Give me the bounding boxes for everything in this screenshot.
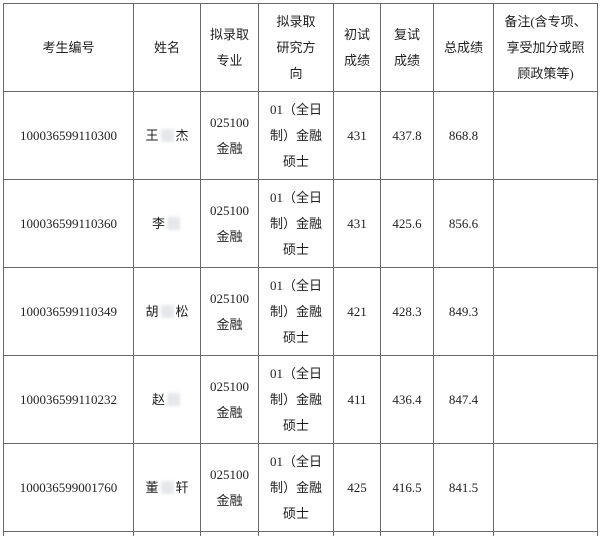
partial-cell xyxy=(3,531,134,536)
column-header-major: 拟录取 专业 xyxy=(200,3,259,92)
name-first-char: 赵 xyxy=(151,391,165,407)
cell-name: 董轩 xyxy=(133,443,201,532)
cell-total: 849.3 xyxy=(433,267,494,356)
table-row: 100036599110232 赵 025100 金融 01（全日 制）金融 硕士 41… xyxy=(3,355,598,444)
cell-direction: 01（全日 制）金融 硕士 xyxy=(258,179,334,268)
cell-name: 王杰 xyxy=(133,91,201,180)
cell-major: 025100 金融 xyxy=(200,91,259,180)
cell-retest: 428.3 xyxy=(380,267,434,356)
cell-remark xyxy=(493,91,598,180)
partial-cell xyxy=(333,531,381,536)
cell-id: 100036599001760 xyxy=(3,443,134,532)
cell-initial: 425 xyxy=(333,443,381,532)
cell-name: 李 xyxy=(133,179,201,268)
cell-id: 100036599110300 xyxy=(3,91,134,180)
cell-id: 100036599110232 xyxy=(3,355,134,444)
column-header-remark: 备注(含专项、 享受加分或照 顾政策等) xyxy=(493,3,598,92)
cell-initial: 421 xyxy=(333,267,381,356)
name-last-char: 松 xyxy=(175,303,189,319)
redacted-name-char xyxy=(160,129,174,142)
partial-cell xyxy=(380,531,434,536)
partial-next-row xyxy=(3,531,598,536)
cell-major: 025100 金融 xyxy=(200,179,259,268)
cell-major: 025100 金融 xyxy=(200,355,259,444)
cell-major: 025100 金融 xyxy=(200,267,259,356)
candidate-name: 李 xyxy=(152,211,182,237)
name-last-char: 轩 xyxy=(175,479,189,495)
cell-direction: 01（全日 制）金融 硕士 xyxy=(258,91,334,180)
partial-cell xyxy=(200,531,259,536)
table-row: 100036599110300 王杰 025100 金融 01（全日 制）金融 硕士 4… xyxy=(3,91,598,180)
cell-retest: 416.5 xyxy=(380,443,434,532)
column-header-retest: 复试 成绩 xyxy=(380,3,434,92)
cell-direction: 01（全日 制）金融 硕士 xyxy=(258,355,334,444)
name-first-char: 董 xyxy=(145,479,159,495)
cell-name: 赵 xyxy=(133,355,201,444)
cell-total: 841.5 xyxy=(433,443,494,532)
cell-total: 847.4 xyxy=(433,355,494,444)
name-first-char: 胡 xyxy=(145,303,159,319)
partial-cell xyxy=(493,531,598,536)
cell-retest: 425.6 xyxy=(380,179,434,268)
admission-results-table: 考生编号 姓名 拟录取 专业 拟录取 研究方 向初试 成绩 复试 成绩 总成绩 备注(含专项… xyxy=(3,3,598,536)
column-header-initial: 初试 成绩 xyxy=(333,3,381,92)
column-header-name: 姓名 xyxy=(133,3,201,92)
redacted-name-char xyxy=(160,481,174,494)
candidate-name: 王杰 xyxy=(145,123,188,149)
cell-direction: 01（全日 制）金融 硕士 xyxy=(258,267,334,356)
column-header-direction: 拟录取 研究方 向 xyxy=(258,3,334,92)
cell-retest: 436.4 xyxy=(380,355,434,444)
redacted-name-char xyxy=(167,393,180,406)
cell-initial: 431 xyxy=(333,179,381,268)
cell-id: 100036599110360 xyxy=(3,179,134,268)
candidate-name: 胡松 xyxy=(145,299,188,325)
redacted-name-char xyxy=(160,305,174,318)
cell-initial: 411 xyxy=(333,355,381,444)
candidate-name: 董轩 xyxy=(145,475,188,501)
table-header: 考生编号 姓名 拟录取 专业 拟录取 研究方 向初试 成绩 复试 成绩 总成绩 备注(含专项… xyxy=(3,3,598,92)
candidate-name: 赵 xyxy=(152,387,182,413)
name-last-char: 杰 xyxy=(175,127,189,143)
cell-direction: 01（全日 制）金融 硕士 xyxy=(258,443,334,532)
cell-remark xyxy=(493,355,598,444)
column-header-id: 考生编号 xyxy=(3,3,134,92)
partial-cell xyxy=(433,531,494,536)
table-body: 100036599110300 王杰 025100 金融 01（全日 制）金融 硕士 4… xyxy=(3,91,598,536)
table-row: 100036599001760 董轩 025100 金融 01（全日 制）金融 硕士 4… xyxy=(3,443,598,532)
name-first-char: 李 xyxy=(151,215,165,231)
cell-major: 025100 金融 xyxy=(200,443,259,532)
cell-total: 856.6 xyxy=(433,179,494,268)
partial-cell xyxy=(133,531,201,536)
column-header-total: 总成绩 xyxy=(433,3,494,92)
cell-remark xyxy=(493,443,598,532)
cell-remark xyxy=(493,267,598,356)
redacted-name-char xyxy=(167,217,180,230)
cell-total: 868.8 xyxy=(433,91,494,180)
cell-initial: 431 xyxy=(333,91,381,180)
cell-id: 100036599110349 xyxy=(3,267,134,356)
table-row: 100036599110349 胡松 025100 金融 01（全日 制）金融 硕士 4… xyxy=(3,267,598,356)
header-row: 考生编号 姓名 拟录取 专业 拟录取 研究方 向初试 成绩 复试 成绩 总成绩 备注(含专项… xyxy=(3,3,598,92)
cell-name: 胡松 xyxy=(133,267,201,356)
name-first-char: 王 xyxy=(145,127,159,143)
table-row: 100036599110360 李 025100 金融 01（全日 制）金融 硕士 43… xyxy=(3,179,598,268)
partial-cell xyxy=(258,531,334,536)
cell-retest: 437.8 xyxy=(380,91,434,180)
cell-remark xyxy=(493,179,598,268)
